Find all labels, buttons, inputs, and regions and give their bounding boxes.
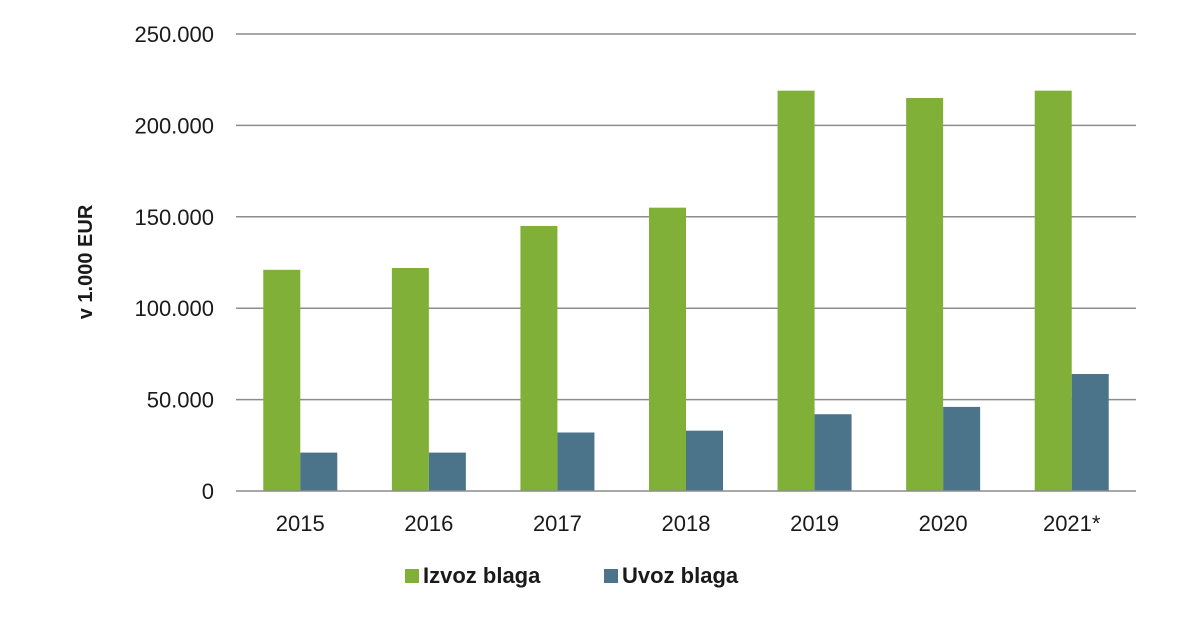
bar-uvoz-2020 [943, 406, 981, 491]
x-tick-label: 2020 [919, 511, 968, 536]
bar-uvoz-2019 [814, 414, 852, 491]
x-tick-label: 2016 [404, 511, 453, 536]
bar-uvoz-2017 [557, 432, 595, 491]
bar-izvoz-2018 [649, 207, 686, 491]
legend-swatch-uvoz [604, 569, 618, 583]
bar-izvoz-2015 [263, 269, 301, 491]
y-axis-title: v 1.000 EUR [75, 204, 97, 319]
y-tick-label: 100.000 [134, 296, 214, 321]
bar-uvoz-2015 [300, 452, 338, 491]
y-tick-label: 150.000 [134, 205, 214, 230]
y-tick-label: 50.000 [147, 388, 214, 413]
y-tick-label: 0 [202, 479, 214, 504]
bars [263, 90, 1109, 491]
legend: Izvoz blaga Uvoz blaga [405, 563, 739, 588]
x-tick-label: 2018 [662, 511, 711, 536]
bar-izvoz-2020 [906, 97, 944, 491]
legend-label-uvoz: Uvoz blaga [622, 563, 739, 588]
x-tick-label: 2017 [533, 511, 582, 536]
legend-label-izvoz: Izvoz blaga [423, 563, 541, 588]
y-tick-label: 250.000 [134, 22, 214, 47]
y-tick-label: 200.000 [134, 113, 214, 138]
x-tick-label: 2021* [1043, 511, 1101, 536]
bar-uvoz-2018 [686, 430, 723, 491]
x-axis-ticks: 2015 2016 2017 2018 2019 2020 2021* [276, 511, 1101, 536]
y-axis-ticks: 0 50.000 100.000 150.000 200.000 250.000 [134, 22, 214, 504]
bar-izvoz-2019 [777, 90, 815, 491]
x-tick-label: 2019 [790, 511, 839, 536]
bar-uvoz-2021 [1071, 374, 1109, 491]
bar-izvoz-2016 [391, 267, 429, 491]
legend-swatch-izvoz [405, 569, 419, 583]
bar-izvoz-2017 [520, 225, 558, 491]
bar-izvoz-2021 [1034, 90, 1072, 491]
x-tick-label: 2015 [276, 511, 325, 536]
bar-uvoz-2016 [428, 452, 466, 491]
